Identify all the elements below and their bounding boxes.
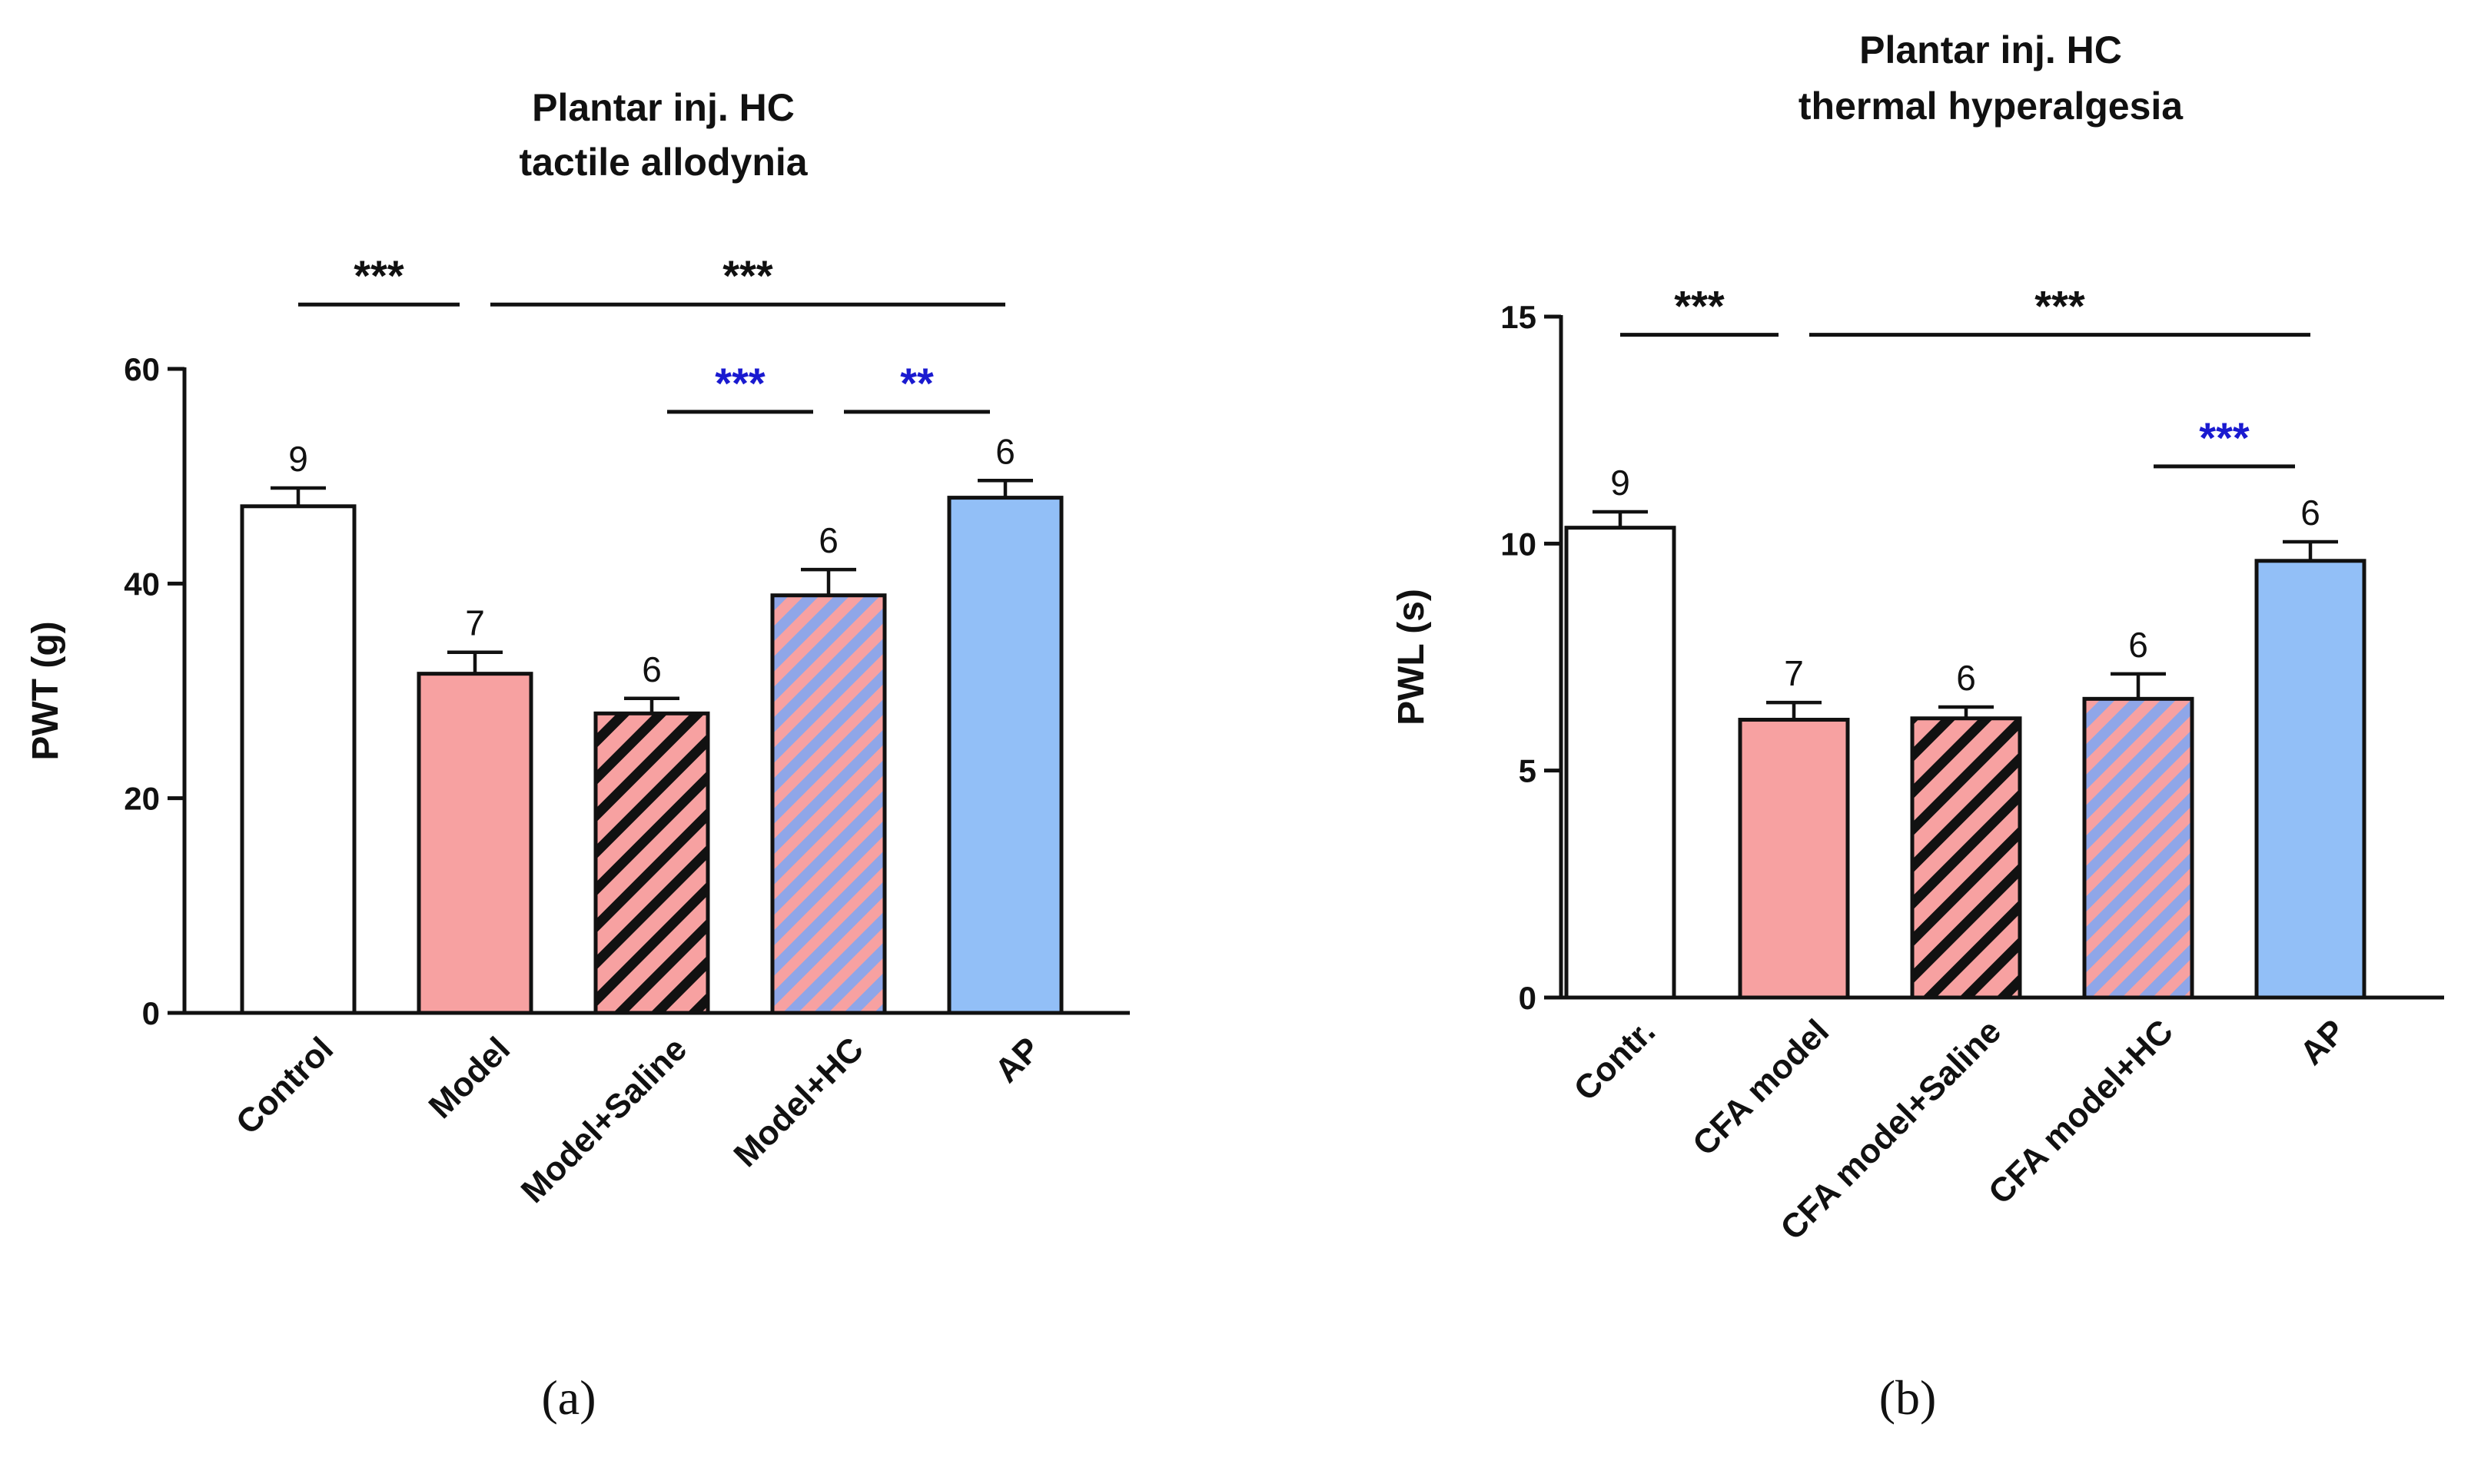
sample-size-label: 6 [2300, 493, 2320, 533]
bar-control [240, 504, 357, 1015]
y-axis-label: PWL (s) [1391, 589, 1432, 725]
chart-title-line: thermal hyperalgesia [1799, 85, 2184, 128]
x-category-label: AP [2293, 1012, 2353, 1072]
x-category-label: Model [422, 1030, 518, 1126]
bar-cfa-model [1738, 718, 1850, 1000]
significance-label: *** [715, 359, 766, 407]
x-category-label: AP [988, 1030, 1048, 1090]
panel-label: (b) [1879, 1370, 1937, 1425]
bar-contr- [1564, 526, 1676, 1000]
x-category-label: Contr. [1567, 1012, 1663, 1108]
significance-label: ** [900, 359, 934, 407]
y-tick-label: 5 [1519, 753, 1536, 789]
x-category-label: Model+HC [726, 1030, 871, 1174]
y-tick-label: 10 [1500, 526, 1536, 562]
chart-panel-b: Plantar inj. HC thermal hyperalgesia PWL (… [1391, 28, 2444, 1425]
bar-ap [2254, 559, 2366, 1000]
chart-title-line: Plantar inj. HC [532, 86, 795, 129]
sample-size-label: 9 [288, 439, 308, 479]
y-tick-label: 0 [142, 995, 160, 1031]
bar-model-hc [770, 593, 887, 1015]
x-category-label: Control [229, 1030, 340, 1141]
y-axis-label: PWT (g) [25, 621, 66, 760]
y-tick-label: 15 [1500, 299, 1536, 335]
sample-size-label: 6 [819, 520, 839, 560]
x-category-label: CFA model+HC [1981, 1012, 2180, 1211]
y-tick-label: 0 [1519, 980, 1536, 1016]
chart-panel-a: Plantar inj. HC tactile allodynia PWT (g) 0… [25, 86, 1130, 1425]
panel-label: (a) [541, 1370, 596, 1425]
bar-cfa-model-hc [2082, 696, 2194, 1000]
sample-size-label: 6 [642, 649, 662, 689]
bar-ap [947, 496, 1064, 1015]
significance-label: *** [354, 251, 404, 300]
x-category-label: Model+Saline [514, 1030, 694, 1210]
bar-cfa-model-saline [1910, 716, 2022, 1000]
sample-size-label: 6 [1956, 658, 1976, 698]
sample-size-label: 7 [465, 603, 485, 643]
y-tick-label: 20 [124, 781, 160, 817]
y-tick-label: 60 [124, 351, 160, 387]
significance-label: *** [2199, 413, 2250, 462]
sample-size-label: 6 [995, 431, 1015, 471]
chart-title-line: tactile allodynia [519, 141, 808, 184]
bar-model [417, 672, 533, 1015]
sample-size-label: 6 [2128, 625, 2148, 665]
significance-label: *** [1674, 282, 1725, 330]
y-tick-label: 40 [124, 566, 160, 602]
x-category-label: CFA model [1686, 1012, 1836, 1163]
sample-size-label: 7 [1784, 653, 1804, 693]
significance-label: *** [2034, 282, 2085, 330]
bar-model-saline [593, 711, 710, 1015]
sample-size-label: 9 [1610, 463, 1630, 503]
chart-title-line: Plantar inj. HC [1859, 28, 2122, 71]
significance-label: *** [722, 251, 773, 300]
